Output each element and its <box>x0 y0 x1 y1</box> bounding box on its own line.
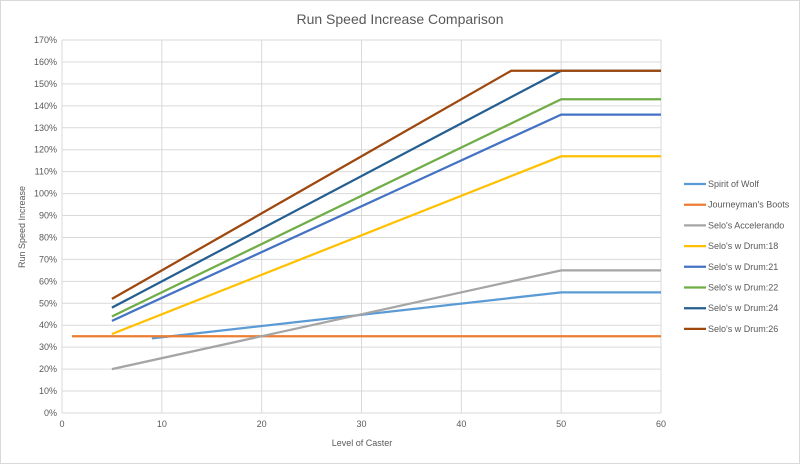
y-tick-label: 40% <box>39 320 57 330</box>
legend-label: Selo's w Drum:18 <box>708 241 778 251</box>
x-tick-label: 20 <box>257 419 267 429</box>
y-tick-label: 80% <box>39 232 57 242</box>
legend-label: Selo's w Drum:21 <box>708 262 778 272</box>
y-tick-label: 160% <box>34 57 57 67</box>
y-tick-label: 0% <box>44 408 57 418</box>
y-tick-label: 70% <box>39 254 57 264</box>
y-tick-label: 100% <box>34 189 57 199</box>
series-line-5 <box>111 98 661 318</box>
legend-label: Selo's w Drum:26 <box>708 324 778 334</box>
series-line-0 <box>151 291 661 340</box>
series-line-2 <box>111 269 661 371</box>
series-line-4 <box>111 113 661 322</box>
y-tick-label: 140% <box>34 101 57 111</box>
chart-title: Run Speed Increase Comparison <box>296 11 503 27</box>
y-tick-label: 120% <box>34 145 57 155</box>
y-tick-label: 170% <box>34 35 57 45</box>
legend-label: Selo's Accelerando <box>708 220 784 230</box>
legend-label: Spirit of Wolf <box>708 179 759 189</box>
y-tick-label: 60% <box>39 276 57 286</box>
legend-label: Journeyman's Boots <box>708 200 790 210</box>
y-tick-label: 20% <box>39 364 57 374</box>
x-axis-label: Level of Caster <box>332 438 393 448</box>
x-tick-label: 40 <box>456 419 466 429</box>
y-tick-label: 10% <box>39 386 57 396</box>
y-tick-label: 150% <box>34 79 57 89</box>
series-line-3 <box>111 155 661 336</box>
y-tick-label: 50% <box>39 298 57 308</box>
legend-label: Selo's w Drum:22 <box>708 283 778 293</box>
x-tick-label: 50 <box>556 419 566 429</box>
y-tick-label: 110% <box>35 167 57 177</box>
y-axis-label: Run Speed Increase <box>17 186 27 268</box>
y-tick-label: 130% <box>34 123 57 133</box>
y-tick-label: 30% <box>39 342 57 352</box>
x-tick-label: 60 <box>656 419 666 429</box>
x-tick-label: 30 <box>356 419 366 429</box>
x-tick-label: 0 <box>59 419 64 429</box>
x-tick-label: 10 <box>157 419 167 429</box>
y-tick-label: 90% <box>39 211 57 221</box>
legend-label: Selo's w Drum:24 <box>708 303 778 313</box>
series-line-7 <box>111 69 661 300</box>
